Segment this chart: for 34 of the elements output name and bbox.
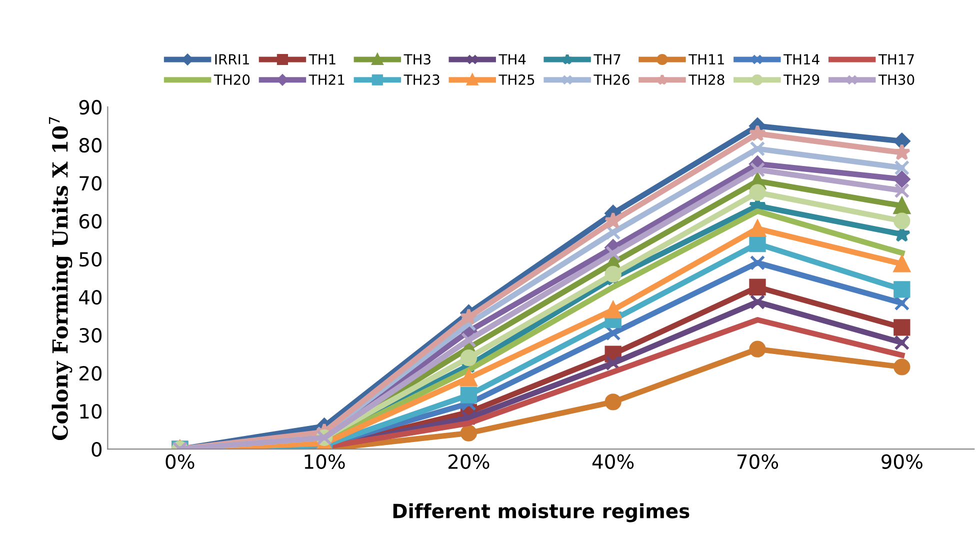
legend-label: TH1 (308, 54, 336, 64)
y-tick-label: 80 (79, 138, 102, 153)
legend-label: TH17 (878, 54, 914, 64)
x-tick-label: 90% (882, 454, 922, 469)
y-axis-title: Colony Forming Units X 10$^{7}$ (48, 117, 72, 440)
legend-label: TH26 (594, 74, 630, 85)
legend-label: TH3 (404, 54, 430, 65)
legend-label: TH30 (878, 74, 914, 85)
x-tick-label: 0% (166, 454, 194, 469)
x-tick-label: 20% (448, 454, 490, 469)
legend-label: TH21 (308, 74, 344, 85)
y-tick-label: 30 (80, 328, 102, 343)
y-tick-label: 40 (79, 290, 102, 305)
y-tick-label: 90 (79, 100, 102, 115)
x-tick-label: 70% (737, 454, 778, 469)
legend-label: TH25 (498, 74, 534, 85)
y-tick-label: 50 (80, 252, 102, 267)
legend-label: TH23 (404, 74, 440, 85)
legend-label: IRRI1 (215, 54, 249, 64)
legend-label: TH20 (214, 74, 250, 85)
legend-label: TH4 (498, 54, 526, 64)
legend-label: TH29 (784, 74, 820, 85)
legend-label: TH7 (594, 54, 620, 64)
y-tick-label: 70 (80, 176, 102, 191)
legend-label: TH28 (688, 74, 724, 85)
x-tick-label: 40% (592, 454, 634, 469)
legend-label: TH11 (688, 54, 724, 64)
x-axis-title: Different moisture regimes (393, 503, 690, 522)
y-tick-label: 60 (79, 214, 102, 229)
x-tick-label: 10% (304, 454, 345, 469)
legend-label: TH14 (784, 54, 820, 64)
y-tick-label: 20 (80, 366, 102, 381)
y-tick-label: 10 (80, 404, 102, 419)
y-tick-label: 0 (92, 442, 102, 457)
